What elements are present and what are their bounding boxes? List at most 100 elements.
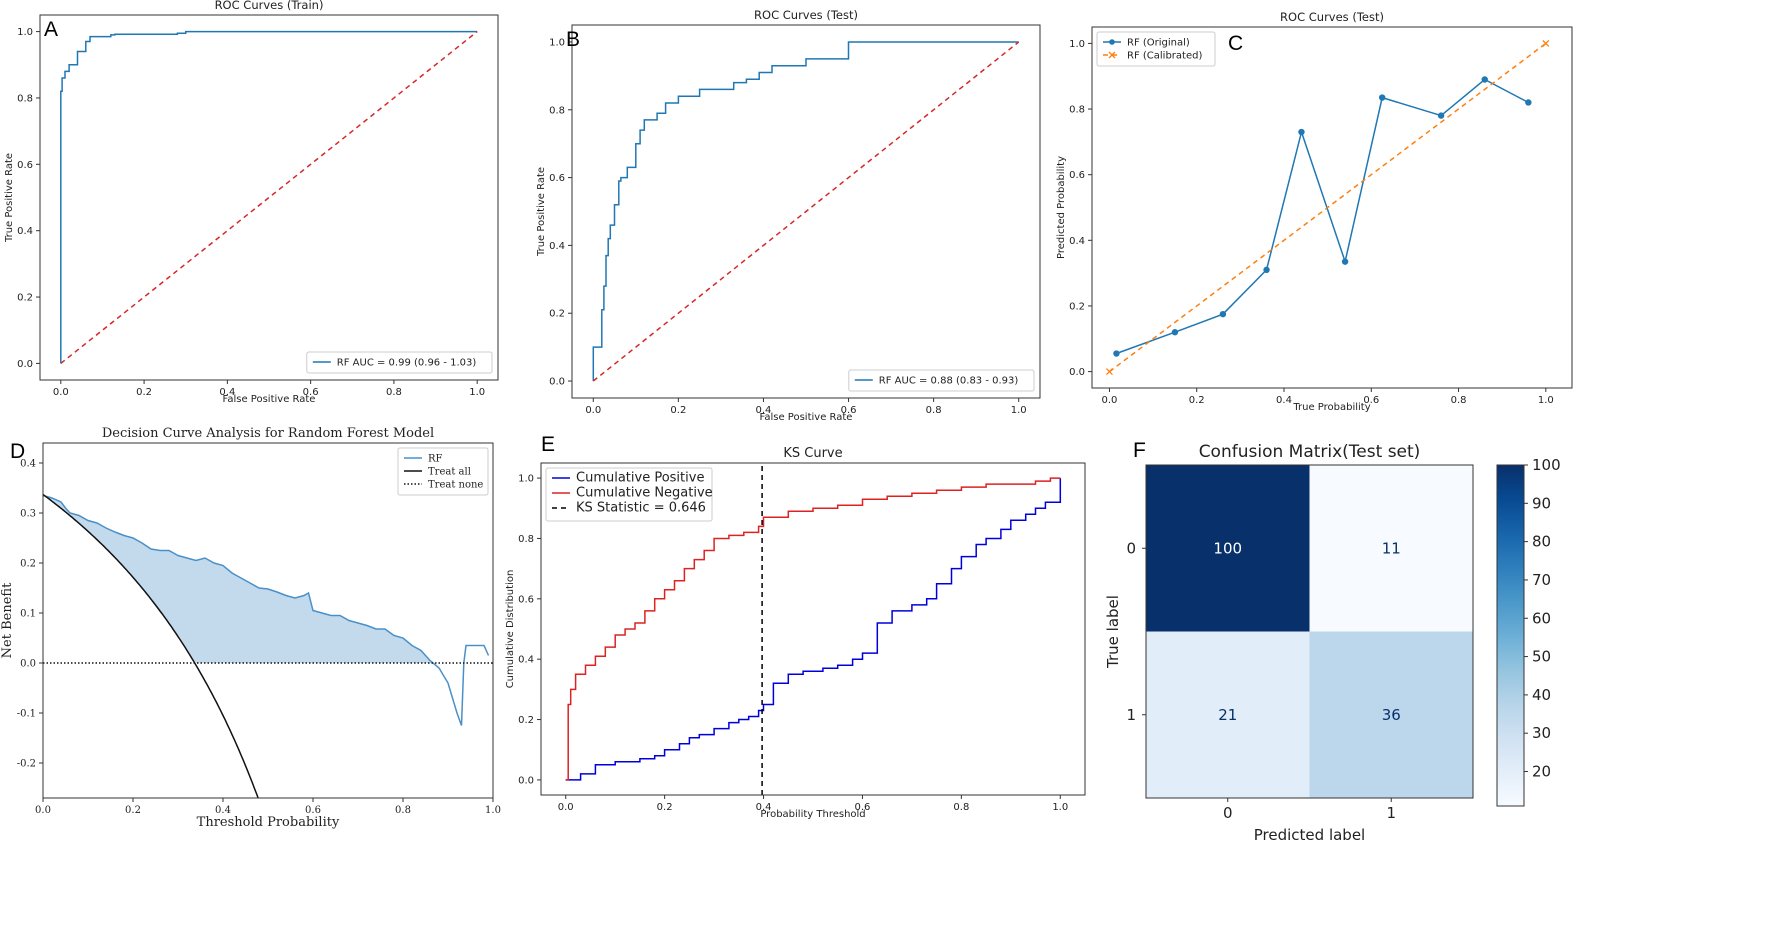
- y-tick-label: 0.1: [20, 609, 36, 620]
- legend-box: [545, 467, 713, 522]
- data-point: [1481, 76, 1488, 83]
- legend: RF Treat all Treat none: [397, 447, 489, 496]
- plot-frame: [1091, 26, 1573, 389]
- x-tick-label: 0.4: [756, 405, 772, 416]
- panel-label: A: [44, 18, 58, 41]
- y-tick-label: -0.1: [17, 709, 36, 720]
- data-point: [1105, 368, 1113, 376]
- colorbar-tick-label: 30: [1532, 724, 1551, 742]
- x-axis-label: Probability Threshold: [760, 809, 865, 820]
- y-tick-label: 0.3: [20, 509, 36, 520]
- y-tick-label: 0: [1126, 539, 1136, 557]
- y-axis-label: Predicted Probability: [1056, 156, 1067, 259]
- data-point: [1113, 350, 1120, 357]
- colorbar-tick-label: 50: [1532, 648, 1551, 666]
- y-tick-label: 0.6: [1069, 170, 1085, 181]
- panel-label: C: [1228, 32, 1243, 55]
- x-tick-label: 1: [1386, 804, 1396, 822]
- panel-d: 0.0 0.2 0.4 0.6 0.8 1.0 -0.2 -0.1 0.0 0.1 0.2 0.3 0.…: [0, 426, 501, 830]
- x-tick-label: 1.0: [1052, 802, 1068, 813]
- matrix-cell: [1146, 631, 1310, 798]
- x-tick-label: 0.2: [657, 802, 673, 813]
- y-tick-label: 0.6: [549, 173, 565, 184]
- colorbar-tick-label: 70: [1532, 571, 1551, 589]
- y-tick-label: 0.0: [1069, 367, 1085, 378]
- y-tick-label: 0.8: [549, 105, 565, 116]
- y-tick-label: -0.2: [17, 759, 36, 770]
- x-tick-label: 0.0: [35, 805, 51, 816]
- x-tick-label: 0.0: [558, 802, 574, 813]
- x-tick-label: 0.2: [670, 405, 686, 416]
- plot-frame: [39, 14, 499, 381]
- x-tick-label: 0.0: [585, 405, 601, 416]
- legend-box: [848, 369, 1035, 392]
- x-tick-label: 0.0: [53, 387, 69, 398]
- y-tick-label: 0.4: [518, 655, 534, 666]
- chart-title: Confusion Matrix(Test set): [1199, 442, 1421, 462]
- y-tick-label: 0.4: [20, 459, 36, 470]
- colorbar-tick-label: 80: [1532, 533, 1551, 551]
- y-tick-label: 0.6: [518, 594, 534, 605]
- x-axis-label: False Positive Rate: [223, 394, 316, 405]
- plot-area-b: [592, 41, 1020, 382]
- legend-box: [306, 351, 493, 374]
- y-tick-label: 1.0: [518, 474, 534, 485]
- y-tick-label: 0.4: [1069, 236, 1085, 247]
- series-line-rf-auc-0-99-0-96-1-03: [60, 30, 478, 364]
- legend-box: [1096, 31, 1216, 67]
- series-line-cumulative-negative: [565, 477, 1061, 781]
- x-tick-label: 0.0: [1102, 395, 1118, 406]
- legend-label: Treat none: [428, 480, 483, 491]
- legend: RF AUC = 0.88 (0.83 - 0.93): [848, 369, 1035, 392]
- chart-title: ROC Curves (Test): [754, 8, 858, 22]
- y-tick-label: 0.2: [17, 293, 33, 304]
- data-point: [1298, 128, 1305, 136]
- data-point: [1378, 94, 1386, 101]
- panel-e: 0.0 0.2 0.4 0.6 0.8 1.0 0.0 0.2 0.4 0.6 0.8 1.0 KS C…: [505, 433, 1086, 820]
- legend-box: [397, 447, 489, 496]
- data-point: [1263, 266, 1270, 274]
- legend: RF (Original) RF (Calibrated): [1096, 31, 1216, 67]
- data-point: [1542, 39, 1550, 47]
- legend-label: Treat all: [428, 467, 471, 478]
- x-axis-label: False Positive Rate: [760, 412, 853, 423]
- data-point: [1525, 99, 1532, 106]
- plot-area-a: [60, 30, 478, 364]
- fill-region: [43, 494, 435, 663]
- chart-title: Decision Curve Analysis for Random Fores…: [102, 426, 434, 441]
- y-tick-label: 0.0: [20, 659, 36, 670]
- legend-label: RF (Original): [1127, 38, 1190, 49]
- y-tick-label: 0.2: [1069, 301, 1085, 312]
- x-tick-label: 0.6: [305, 805, 321, 816]
- x-axis-label: Threshold Probability: [197, 815, 340, 830]
- x-tick-label: 0.2: [125, 805, 141, 816]
- x-axis-label: Predicted label: [1254, 826, 1365, 844]
- legend-label: KS Statistic = 0.646: [576, 501, 706, 516]
- y-tick-label: 0.4: [17, 226, 33, 237]
- y-tick-label: 0.0: [549, 377, 565, 388]
- matrix-cell: [1309, 631, 1473, 798]
- chart-title: ROC Curves (Train): [215, 0, 324, 12]
- y-tick-label: 0.8: [1069, 105, 1085, 116]
- panel-c: 0.0 0.2 0.4 0.6 0.8 1.0 0.0 0.2 0.4 0.6 0.8 1.0 ROC …: [1056, 10, 1573, 413]
- y-tick-label: 1.0: [1069, 39, 1085, 50]
- legend-label: RF: [428, 454, 443, 465]
- plot-area-d: [43, 493, 493, 798]
- cell-value: 100: [1213, 539, 1242, 557]
- legend-marker: [1108, 51, 1116, 59]
- y-tick-label: 0.2: [20, 559, 36, 570]
- x-tick-label: 0.8: [395, 805, 411, 816]
- y-tick-label: 0.2: [549, 309, 565, 320]
- series-line-rf: [43, 494, 490, 726]
- plot-frame: [1145, 464, 1474, 799]
- x-tick-label: 1.0: [469, 387, 485, 398]
- plot-frame: [42, 442, 494, 799]
- x-tick-label: 0.6: [303, 387, 319, 398]
- cell-value: 36: [1382, 706, 1401, 724]
- panel-a: 0.0 0.2 0.4 0.6 0.8 1.0 0.0 0.2 0.4 0.6 0.8 1.0 ROC …: [4, 0, 499, 405]
- y-tick-label: 0.8: [518, 534, 534, 545]
- colorbar-tick-label: 40: [1532, 686, 1551, 704]
- x-tick-label: 0.4: [756, 802, 772, 813]
- chart-title: ROC Curves (Test): [1280, 10, 1384, 24]
- plot-frame: [571, 24, 1041, 399]
